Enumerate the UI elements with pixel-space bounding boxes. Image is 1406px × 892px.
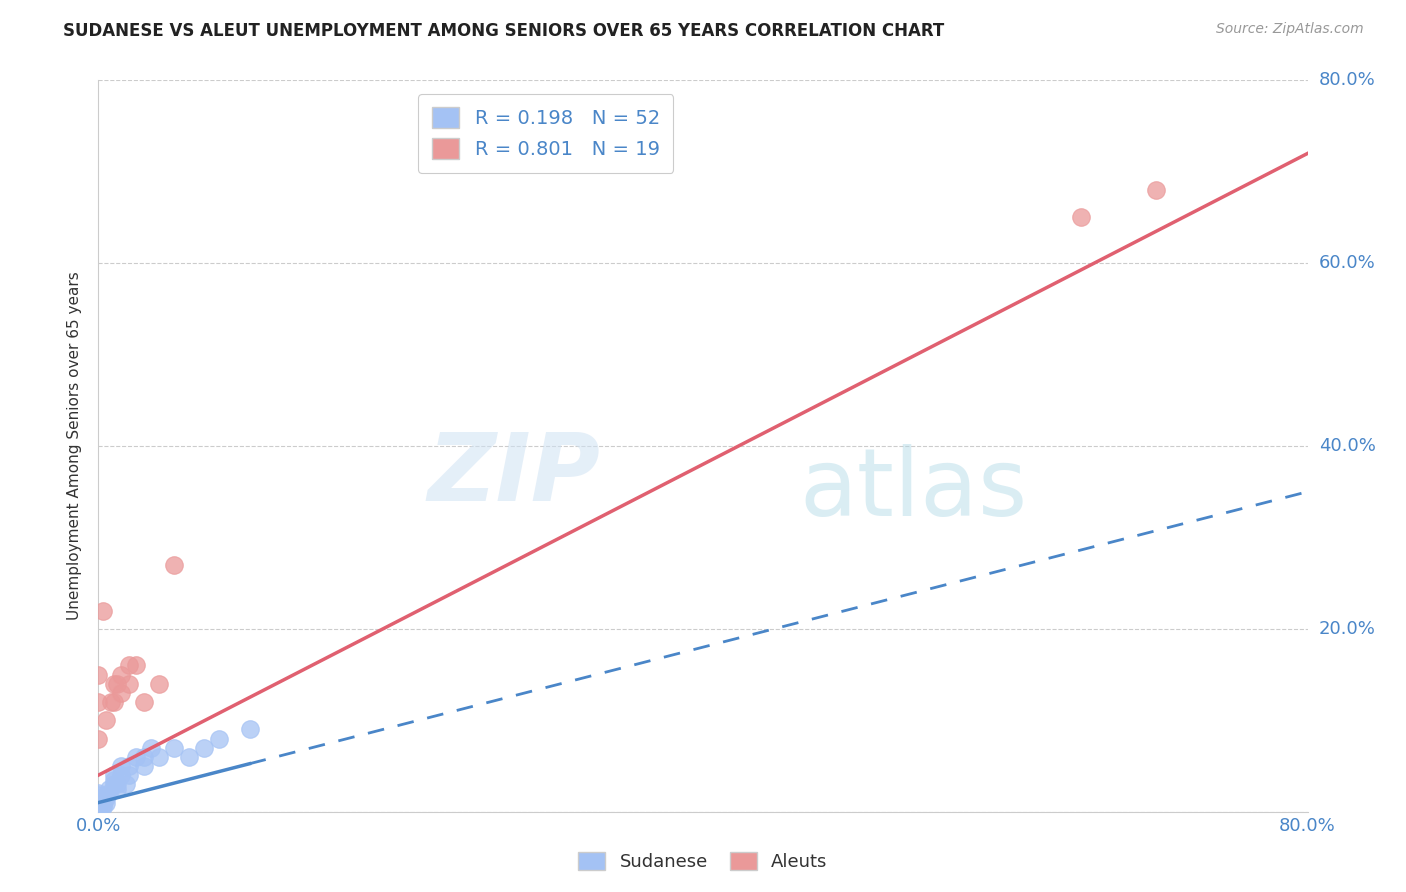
Text: 80.0%: 80.0% bbox=[1319, 71, 1375, 89]
Point bbox=[148, 676, 170, 690]
Point bbox=[87, 794, 110, 808]
Point bbox=[103, 768, 125, 782]
Text: 60.0%: 60.0% bbox=[1319, 254, 1375, 272]
Point bbox=[103, 676, 125, 690]
Point bbox=[1070, 211, 1092, 225]
Point bbox=[87, 791, 110, 805]
Point bbox=[94, 791, 117, 805]
Point bbox=[94, 796, 117, 810]
Point bbox=[193, 740, 215, 755]
Point bbox=[118, 768, 141, 782]
Point bbox=[163, 740, 186, 755]
Point bbox=[103, 777, 125, 791]
Point bbox=[87, 805, 110, 819]
Point bbox=[98, 787, 121, 801]
Point bbox=[87, 796, 110, 810]
Point bbox=[110, 686, 132, 700]
Point bbox=[148, 749, 170, 764]
Point bbox=[103, 695, 125, 709]
Point bbox=[87, 798, 110, 813]
Point bbox=[91, 797, 114, 812]
Point bbox=[125, 749, 148, 764]
Text: ZIP: ZIP bbox=[427, 429, 600, 521]
Point bbox=[87, 802, 110, 816]
Point bbox=[87, 805, 110, 819]
Point bbox=[105, 781, 128, 796]
Point bbox=[110, 768, 132, 782]
Point bbox=[87, 800, 110, 814]
Point bbox=[87, 805, 110, 819]
Point bbox=[179, 749, 201, 764]
Point bbox=[87, 805, 110, 819]
Point bbox=[103, 772, 125, 787]
Point bbox=[94, 714, 117, 728]
Point bbox=[87, 805, 110, 819]
Point bbox=[87, 667, 110, 681]
Point bbox=[118, 759, 141, 773]
Point bbox=[1144, 183, 1167, 197]
Point bbox=[87, 805, 110, 819]
Point bbox=[87, 802, 110, 816]
Point bbox=[91, 603, 114, 617]
Point bbox=[132, 695, 155, 709]
Point bbox=[141, 740, 163, 755]
Point bbox=[87, 805, 110, 819]
Legend: R = 0.198   N = 52, R = 0.801   N = 19: R = 0.198 N = 52, R = 0.801 N = 19 bbox=[418, 94, 673, 173]
Point bbox=[100, 695, 122, 709]
Point bbox=[87, 789, 110, 803]
Text: 20.0%: 20.0% bbox=[1319, 620, 1375, 638]
Point bbox=[132, 759, 155, 773]
Point bbox=[110, 759, 132, 773]
Point bbox=[87, 731, 110, 746]
Point bbox=[87, 796, 110, 810]
Point bbox=[110, 667, 132, 681]
Point bbox=[98, 781, 121, 796]
Point bbox=[118, 658, 141, 673]
Point bbox=[125, 658, 148, 673]
Text: 40.0%: 40.0% bbox=[1319, 437, 1375, 455]
Point bbox=[87, 805, 110, 819]
Point bbox=[87, 805, 110, 819]
Text: atlas: atlas bbox=[800, 444, 1028, 536]
Point bbox=[163, 558, 186, 572]
Y-axis label: Unemployment Among Seniors over 65 years: Unemployment Among Seniors over 65 years bbox=[67, 272, 83, 620]
Point bbox=[208, 731, 231, 746]
Point bbox=[87, 805, 110, 819]
Point bbox=[87, 695, 110, 709]
Point bbox=[114, 777, 136, 791]
Point bbox=[87, 805, 110, 819]
Legend: Sudanese, Aleuts: Sudanese, Aleuts bbox=[571, 845, 835, 879]
Text: Source: ZipAtlas.com: Source: ZipAtlas.com bbox=[1216, 22, 1364, 37]
Point bbox=[239, 723, 262, 737]
Point bbox=[87, 805, 110, 819]
Point bbox=[91, 800, 114, 814]
Point bbox=[132, 749, 155, 764]
Point bbox=[87, 787, 110, 801]
Point bbox=[105, 676, 128, 690]
Point bbox=[118, 676, 141, 690]
Text: SUDANESE VS ALEUT UNEMPLOYMENT AMONG SENIORS OVER 65 YEARS CORRELATION CHART: SUDANESE VS ALEUT UNEMPLOYMENT AMONG SEN… bbox=[63, 22, 945, 40]
Point bbox=[87, 805, 110, 819]
Point bbox=[87, 805, 110, 819]
Point bbox=[87, 805, 110, 819]
Point bbox=[105, 777, 128, 791]
Point bbox=[87, 800, 110, 814]
